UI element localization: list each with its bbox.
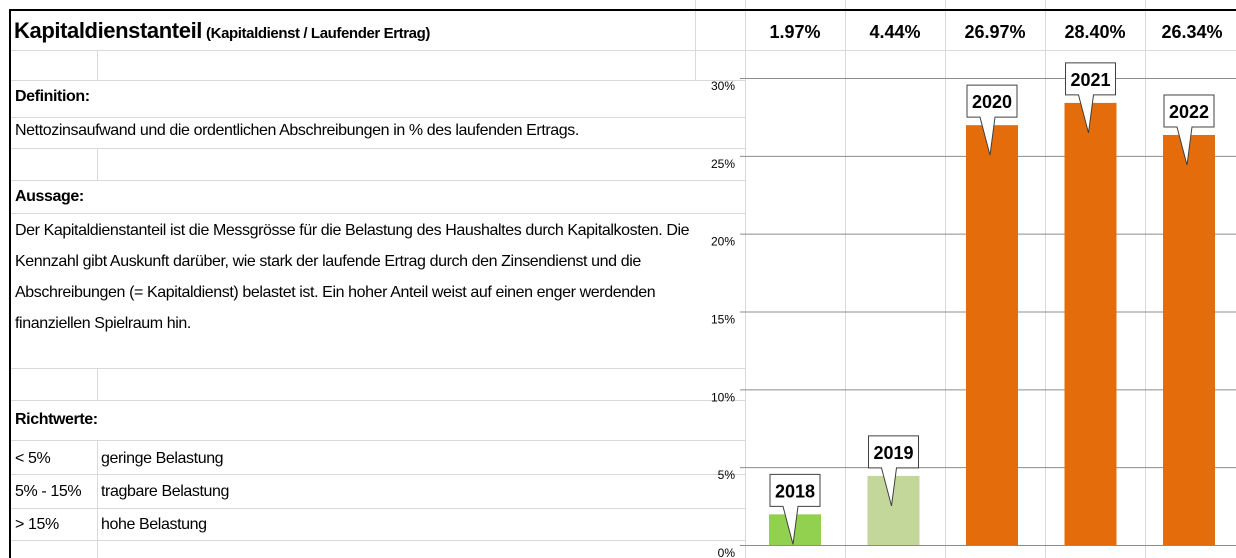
- definition-text: Nettozinsaufwand und die ordentlichen Ab…: [15, 122, 579, 139]
- callout-label: 2019: [873, 443, 913, 463]
- cell-grid: [10, 0, 1236, 558]
- value-label: 26.34%: [1161, 22, 1222, 42]
- callout: [1065, 62, 1116, 134]
- guideline-range: < 5%: [15, 450, 51, 467]
- callout: [966, 84, 1018, 156]
- y-tick-label: 0%: [718, 546, 736, 558]
- y-tick-label: 10%: [711, 390, 735, 404]
- bar: [1163, 134, 1215, 545]
- callout-label: 2020: [972, 92, 1012, 112]
- bar: [1064, 102, 1117, 545]
- y-tick-label: 5%: [718, 468, 736, 482]
- callout: [1163, 94, 1215, 166]
- callout: [769, 473, 821, 545]
- guideline-text: hohe Belastung: [101, 516, 207, 533]
- guideline-range: 5% - 15%: [15, 483, 82, 500]
- guideline-text: tragbare Belastung: [101, 483, 230, 500]
- value-label: 26.97%: [964, 22, 1025, 42]
- value-label: 4.44%: [869, 22, 920, 42]
- sheet-border: [9, 9, 1236, 558]
- statement-heading: Aussage:: [15, 188, 84, 205]
- value-label: 1.97%: [769, 22, 820, 42]
- statement-text: Der Kapitaldienstanteil ist die Messgrös…: [15, 222, 690, 332]
- y-tick-label: 30%: [711, 79, 735, 93]
- guideline-text: geringe Belastung: [101, 450, 224, 467]
- guideline-range: > 15%: [15, 516, 59, 533]
- title: Kapitaldienstanteil: [14, 18, 202, 43]
- bar: [966, 125, 1018, 546]
- subtitle: (Kapitaldienst / Laufender Ertrag): [206, 25, 430, 42]
- callout: [868, 435, 919, 507]
- callout-label: 2021: [1070, 70, 1110, 90]
- value-label: 28.40%: [1064, 22, 1125, 42]
- callout-label: 2022: [1169, 102, 1209, 122]
- callout-label: 2018: [775, 481, 815, 501]
- y-tick-label: 25%: [711, 157, 735, 171]
- definition-heading: Definition:: [15, 88, 90, 105]
- y-tick-label: 15%: [711, 313, 735, 327]
- guidelines-heading: Richtwerte:: [15, 411, 98, 428]
- title-cell: Kapitaldienstanteil (Kapitaldienst / Lau…: [14, 18, 430, 44]
- y-tick-label: 20%: [711, 235, 735, 249]
